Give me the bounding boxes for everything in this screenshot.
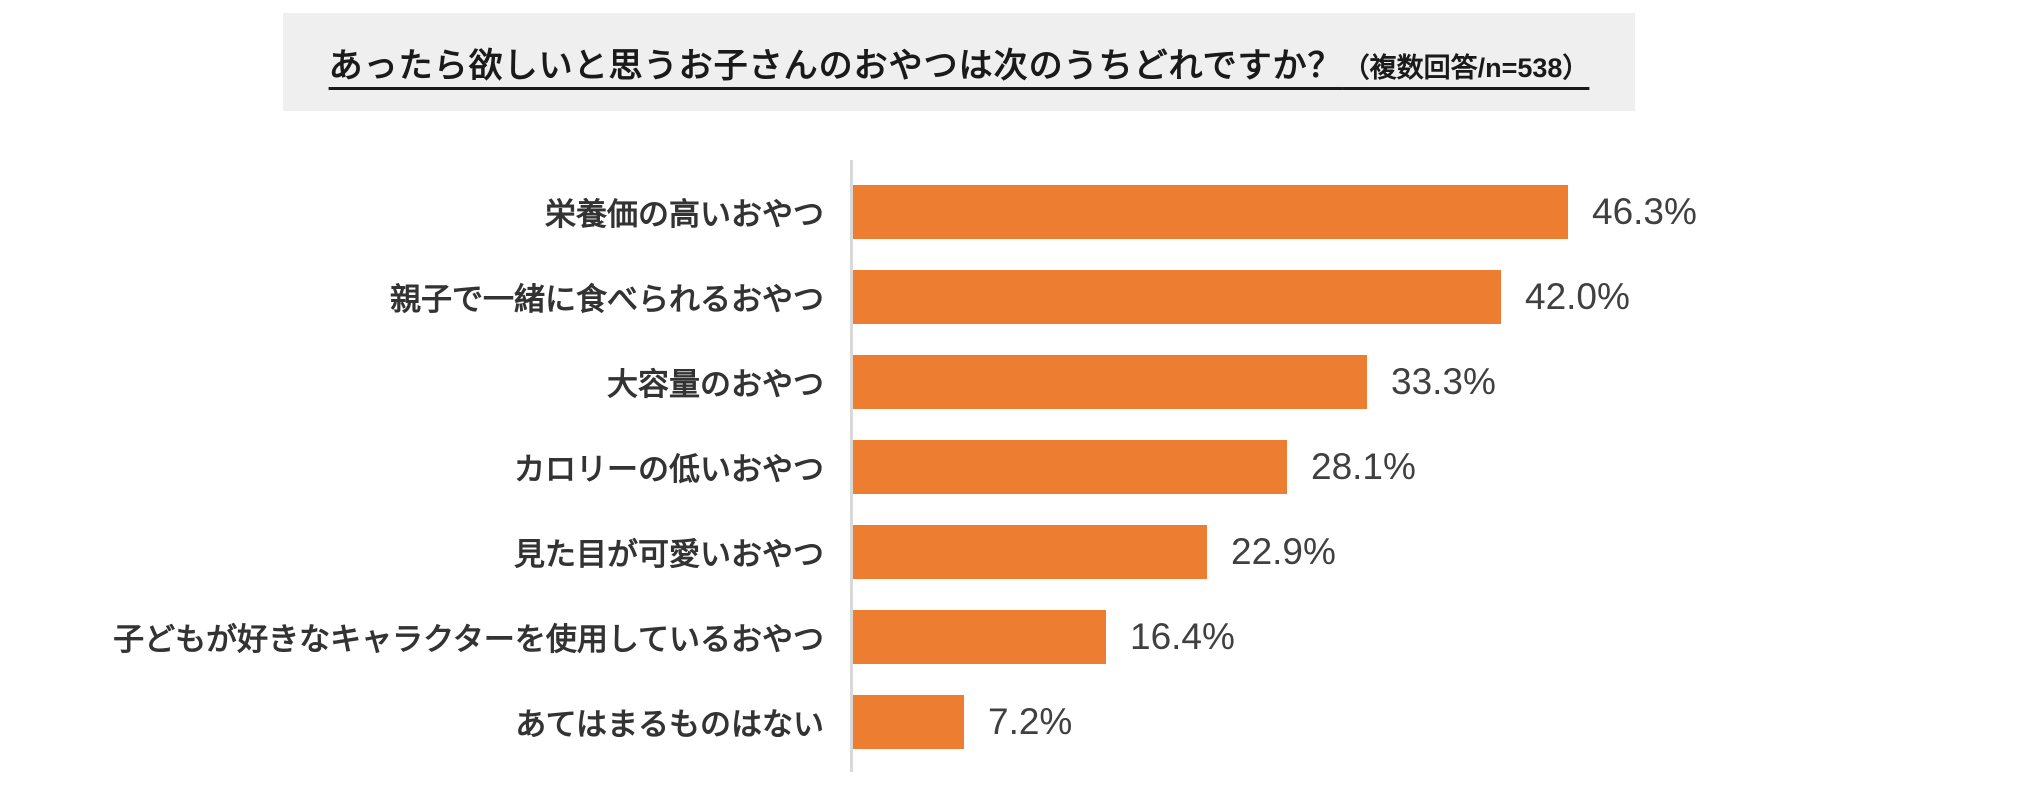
chart-title-main: あったら欲しいと思うお子さんのおやつは次のうちどれですか？ [328,46,1343,85]
bar [853,694,964,749]
category-label: カロリーの低いおやつ [514,452,824,487]
bar-track: 28.1% [850,424,2032,509]
bar [853,269,1501,324]
chart-title-note: （複数回答/n=538） [1342,52,1590,83]
bar-track: 33.3% [850,339,2032,424]
chart-title: あったら欲しいと思うお子さんのおやつは次のうちどれですか？（複数回答/n=538… [329,38,1590,87]
value-label: 33.3% [1391,360,1496,402]
category-label: 大容量のおやつ [607,367,824,402]
value-label: 7.2% [988,700,1073,742]
category-label: 親子で一緒に食べられるおやつ [390,282,824,317]
category-label: 見た目が可愛いおやつ [514,537,824,572]
bar-track: 46.3% [850,169,2032,254]
bar [853,609,1106,664]
value-label: 42.0% [1525,275,1630,317]
bar-chart: 栄養価の高いおやつ 46.3% 親子で一緒に食べられるおやつ 42.0% 大容量のおやつ… [0,169,2032,764]
bar-track: 22.9% [850,509,2032,594]
bar-track: 7.2% [850,679,2032,764]
bar [853,524,1207,579]
value-label: 22.9% [1231,530,1336,572]
bar [853,184,1568,239]
bar-track: 16.4% [850,594,2032,679]
category-label: 子どもが好きなキャラクターを使用しているおやつ [113,622,824,657]
category-label: 栄養価の高いおやつ [545,197,824,232]
bar [853,439,1287,494]
bar-track: 42.0% [850,254,2032,339]
value-label: 16.4% [1130,615,1235,657]
value-label: 46.3% [1592,190,1697,232]
value-label: 28.1% [1311,445,1416,487]
y-axis-baseline [850,160,853,772]
category-label: あてはまるものはない [515,707,824,742]
bar [853,354,1367,409]
title-box: あったら欲しいと思うお子さんのおやつは次のうちどれですか？（複数回答/n=538… [283,13,1635,111]
